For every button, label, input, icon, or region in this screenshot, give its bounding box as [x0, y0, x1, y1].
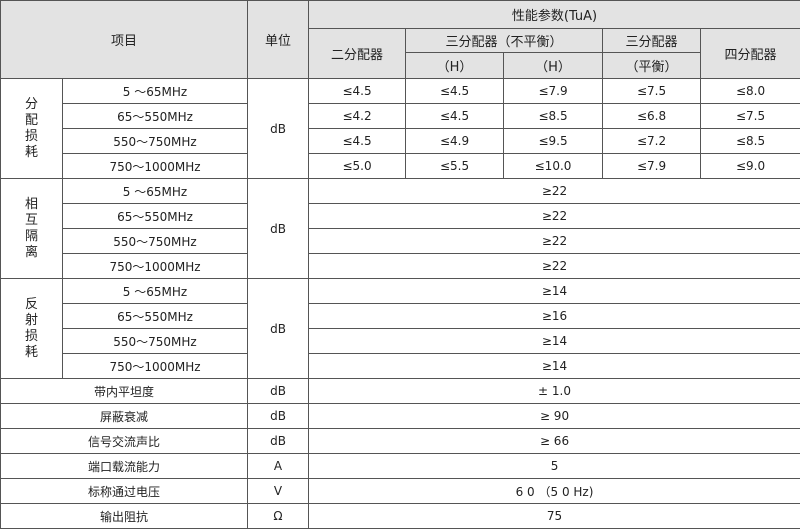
- value-cell: ≥ 90: [309, 404, 800, 429]
- header-three-way-unbalanced: 三分配器（不平衡）: [406, 29, 603, 53]
- group-label: 反射损耗: [1, 279, 63, 379]
- unit-cell: dB: [248, 379, 309, 404]
- unit-cell: A: [248, 454, 309, 479]
- unit-cell: dB: [248, 404, 309, 429]
- table-row: 550～750MHz ≥22: [1, 229, 800, 254]
- frequency-cell: 550～750MHz: [63, 229, 248, 254]
- unit-cell: dB: [248, 279, 309, 379]
- frequency-cell: 5 ～65MHz: [63, 179, 248, 204]
- frequency-cell: 550～750MHz: [63, 329, 248, 354]
- value-cell: ≤4.9: [406, 129, 504, 154]
- table-row: 65～550MHz ≥22: [1, 204, 800, 229]
- value-cell: ≤9.5: [504, 129, 603, 154]
- value-cell: ≤7.9: [504, 79, 603, 104]
- item-cell: 输出阻抗: [1, 504, 248, 529]
- value-cell: ≤5.0: [309, 154, 406, 179]
- group-label-text: 分配损耗: [25, 97, 39, 161]
- value-cell: 75: [309, 504, 800, 529]
- frequency-cell: 5 ～65MHz: [63, 79, 248, 104]
- frequency-cell: 750～1000MHz: [63, 154, 248, 179]
- value-cell: ≤7.2: [603, 129, 701, 154]
- header-item: 项目: [1, 1, 248, 79]
- value-cell: ≥14: [309, 279, 800, 304]
- table-row: 65～550MHz ≤4.2≤4.5≤8.5≤6.8≤7.5: [1, 104, 800, 129]
- header-two-way: 二分配器: [309, 29, 406, 79]
- header-performance: 性能参数(TuA): [309, 1, 800, 29]
- group-label: 相互隔离: [1, 179, 63, 279]
- value-cell: 5: [309, 454, 800, 479]
- value-cell: ≤5.5: [406, 154, 504, 179]
- header-sub-h1: （H）: [406, 53, 504, 79]
- value-cell: ≤4.5: [406, 104, 504, 129]
- value-cell: ± 1.0: [309, 379, 800, 404]
- table-row: 550～750MHz ≥14: [1, 329, 800, 354]
- header-unit: 单位: [248, 1, 309, 79]
- value-cell: ≥22: [309, 179, 800, 204]
- header-sub-h2: （H）: [504, 53, 603, 79]
- value-cell: ≥14: [309, 329, 800, 354]
- frequency-cell: 750～1000MHz: [63, 254, 248, 279]
- value-cell: ≤8.0: [701, 79, 800, 104]
- value-cell: ≤7.5: [603, 79, 701, 104]
- value-cell: ≥22: [309, 204, 800, 229]
- value-cell: ≥ 66: [309, 429, 800, 454]
- value-cell: ≤10.0: [504, 154, 603, 179]
- unit-cell: dB: [248, 429, 309, 454]
- frequency-cell: 5 ～65MHz: [63, 279, 248, 304]
- frequency-cell: 550～750MHz: [63, 129, 248, 154]
- group-label-text: 反射损耗: [25, 297, 39, 361]
- unit-cell: dB: [248, 79, 309, 179]
- unit-cell: dB: [248, 179, 309, 279]
- value-cell: ≤7.5: [701, 104, 800, 129]
- value-cell: ≥14: [309, 354, 800, 379]
- header-four-way: 四分配器: [701, 29, 800, 79]
- item-cell: 端口载流能力: [1, 454, 248, 479]
- table-row: 750～1000MHz ≤5.0≤5.5≤10.0≤7.9≤9.0: [1, 154, 800, 179]
- value-cell: ≤9.0: [701, 154, 800, 179]
- frequency-cell: 750～1000MHz: [63, 354, 248, 379]
- table-row: 65～550MHz ≥16: [1, 304, 800, 329]
- value-cell: ≥16: [309, 304, 800, 329]
- frequency-cell: 65～550MHz: [63, 104, 248, 129]
- value-cell: ≤4.5: [309, 129, 406, 154]
- value-cell: ≤4.5: [309, 79, 406, 104]
- value-cell: ≤8.5: [701, 129, 800, 154]
- item-cell: 标称通过电压: [1, 479, 248, 504]
- value-cell: ≤7.9: [603, 154, 701, 179]
- table-row: 550～750MHz ≤4.5≤4.9≤9.5≤7.2≤8.5: [1, 129, 800, 154]
- item-cell: 信号交流声比: [1, 429, 248, 454]
- item-cell: 屏蔽衰减: [1, 404, 248, 429]
- frequency-cell: 65～550MHz: [63, 304, 248, 329]
- value-cell: 6 0 （5 0 Hz): [309, 479, 800, 504]
- group-label-text: 相互隔离: [25, 197, 39, 261]
- table-row: 750～1000MHz ≥14: [1, 354, 800, 379]
- table-row: 750～1000MHz ≥22: [1, 254, 800, 279]
- value-cell: ≥22: [309, 229, 800, 254]
- value-cell: ≤4.2: [309, 104, 406, 129]
- header-sub-balanced: （平衡）: [603, 53, 701, 79]
- header-three-way-balanced: 三分配器: [603, 29, 701, 53]
- item-cell: 带内平坦度: [1, 379, 248, 404]
- value-cell: ≤4.5: [406, 79, 504, 104]
- frequency-cell: 65～550MHz: [63, 204, 248, 229]
- value-cell: ≥22: [309, 254, 800, 279]
- value-cell: ≤8.5: [504, 104, 603, 129]
- value-cell: ≤6.8: [603, 104, 701, 129]
- group-label: 分配损耗: [1, 79, 63, 179]
- unit-cell: Ω: [248, 504, 309, 529]
- unit-cell: V: [248, 479, 309, 504]
